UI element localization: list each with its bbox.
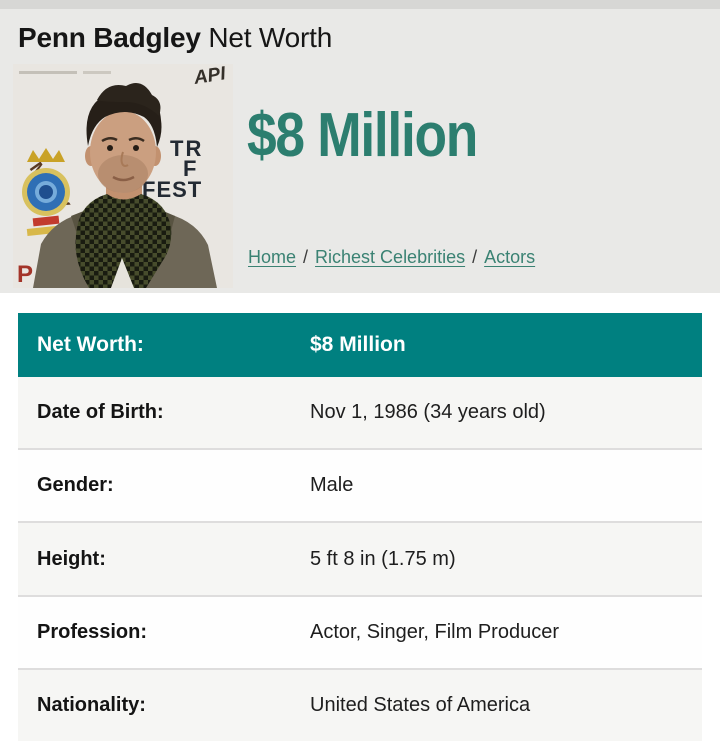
breadcrumb: Home / Richest Celebrities / Actors: [248, 247, 535, 268]
fact-value: United States of America: [310, 693, 531, 716]
fact-label: Net Worth:: [37, 333, 144, 356]
facts-header-row: Net Worth: $8 Million: [18, 313, 702, 377]
fact-row-nationality: Nationality: United States of America: [18, 667, 702, 741]
photo-sign-fest: FEST: [142, 177, 202, 202]
fact-row-height: Height: 5 ft 8 in (1.75 m): [18, 521, 702, 595]
fact-label: Height:: [37, 547, 106, 570]
fact-value: 5 ft 8 in (1.75 m): [310, 547, 456, 570]
celebrity-name: Penn Badgley: [18, 22, 201, 53]
shirt: [111, 258, 134, 288]
fact-value: Nov 1, 1986 (34 years old): [310, 401, 546, 424]
fact-value: Actor, Singer, Film Producer: [310, 620, 559, 643]
top-strip: [0, 0, 720, 9]
breadcrumb-link-home[interactable]: Home: [248, 247, 297, 267]
crest-crown: [27, 148, 65, 162]
fact-value: Male: [310, 474, 354, 497]
breadcrumb-separator: /: [303, 247, 309, 267]
fact-label: Date of Birth:: [37, 401, 164, 424]
breadcrumb-link-actors[interactable]: Actors: [484, 247, 536, 267]
breadcrumb-link-richest-celebrities[interactable]: Richest Celebrities: [315, 247, 466, 267]
breadcrumb-separator: /: [472, 247, 478, 267]
page-title: Penn Badgley Net Worth: [18, 22, 332, 54]
celebrity-photo-illustration: API MBAY P TR F FEST: [13, 64, 233, 288]
facts-table: Net Worth: $8 Million Date of Birth: Nov…: [18, 313, 702, 741]
fact-value: $8 Million: [310, 333, 406, 356]
photo-sign-tr: TR: [170, 136, 203, 161]
photo-sign-bottom-left: P: [17, 261, 33, 288]
fact-label: Gender:: [37, 474, 114, 497]
scarf: [75, 194, 172, 288]
photo-sign-f: F: [183, 156, 196, 181]
fact-label: Profession:: [37, 620, 148, 643]
fact-row-profession: Profession: Actor, Singer, Film Producer: [18, 594, 702, 668]
fact-label: Nationality:: [37, 693, 146, 716]
fact-row-date-of-birth: Date of Birth: Nov 1, 1986 (34 years old…: [18, 377, 702, 449]
net-worth-amount: $8 Million: [247, 101, 478, 170]
title-suffix: Net Worth: [208, 22, 333, 53]
fact-row-gender: Gender: Male: [18, 448, 702, 522]
celebrity-photo: API MBAY P TR F FEST: [13, 64, 233, 288]
hero-section: Penn Badgley Net Worth API MBAY: [0, 0, 720, 293]
